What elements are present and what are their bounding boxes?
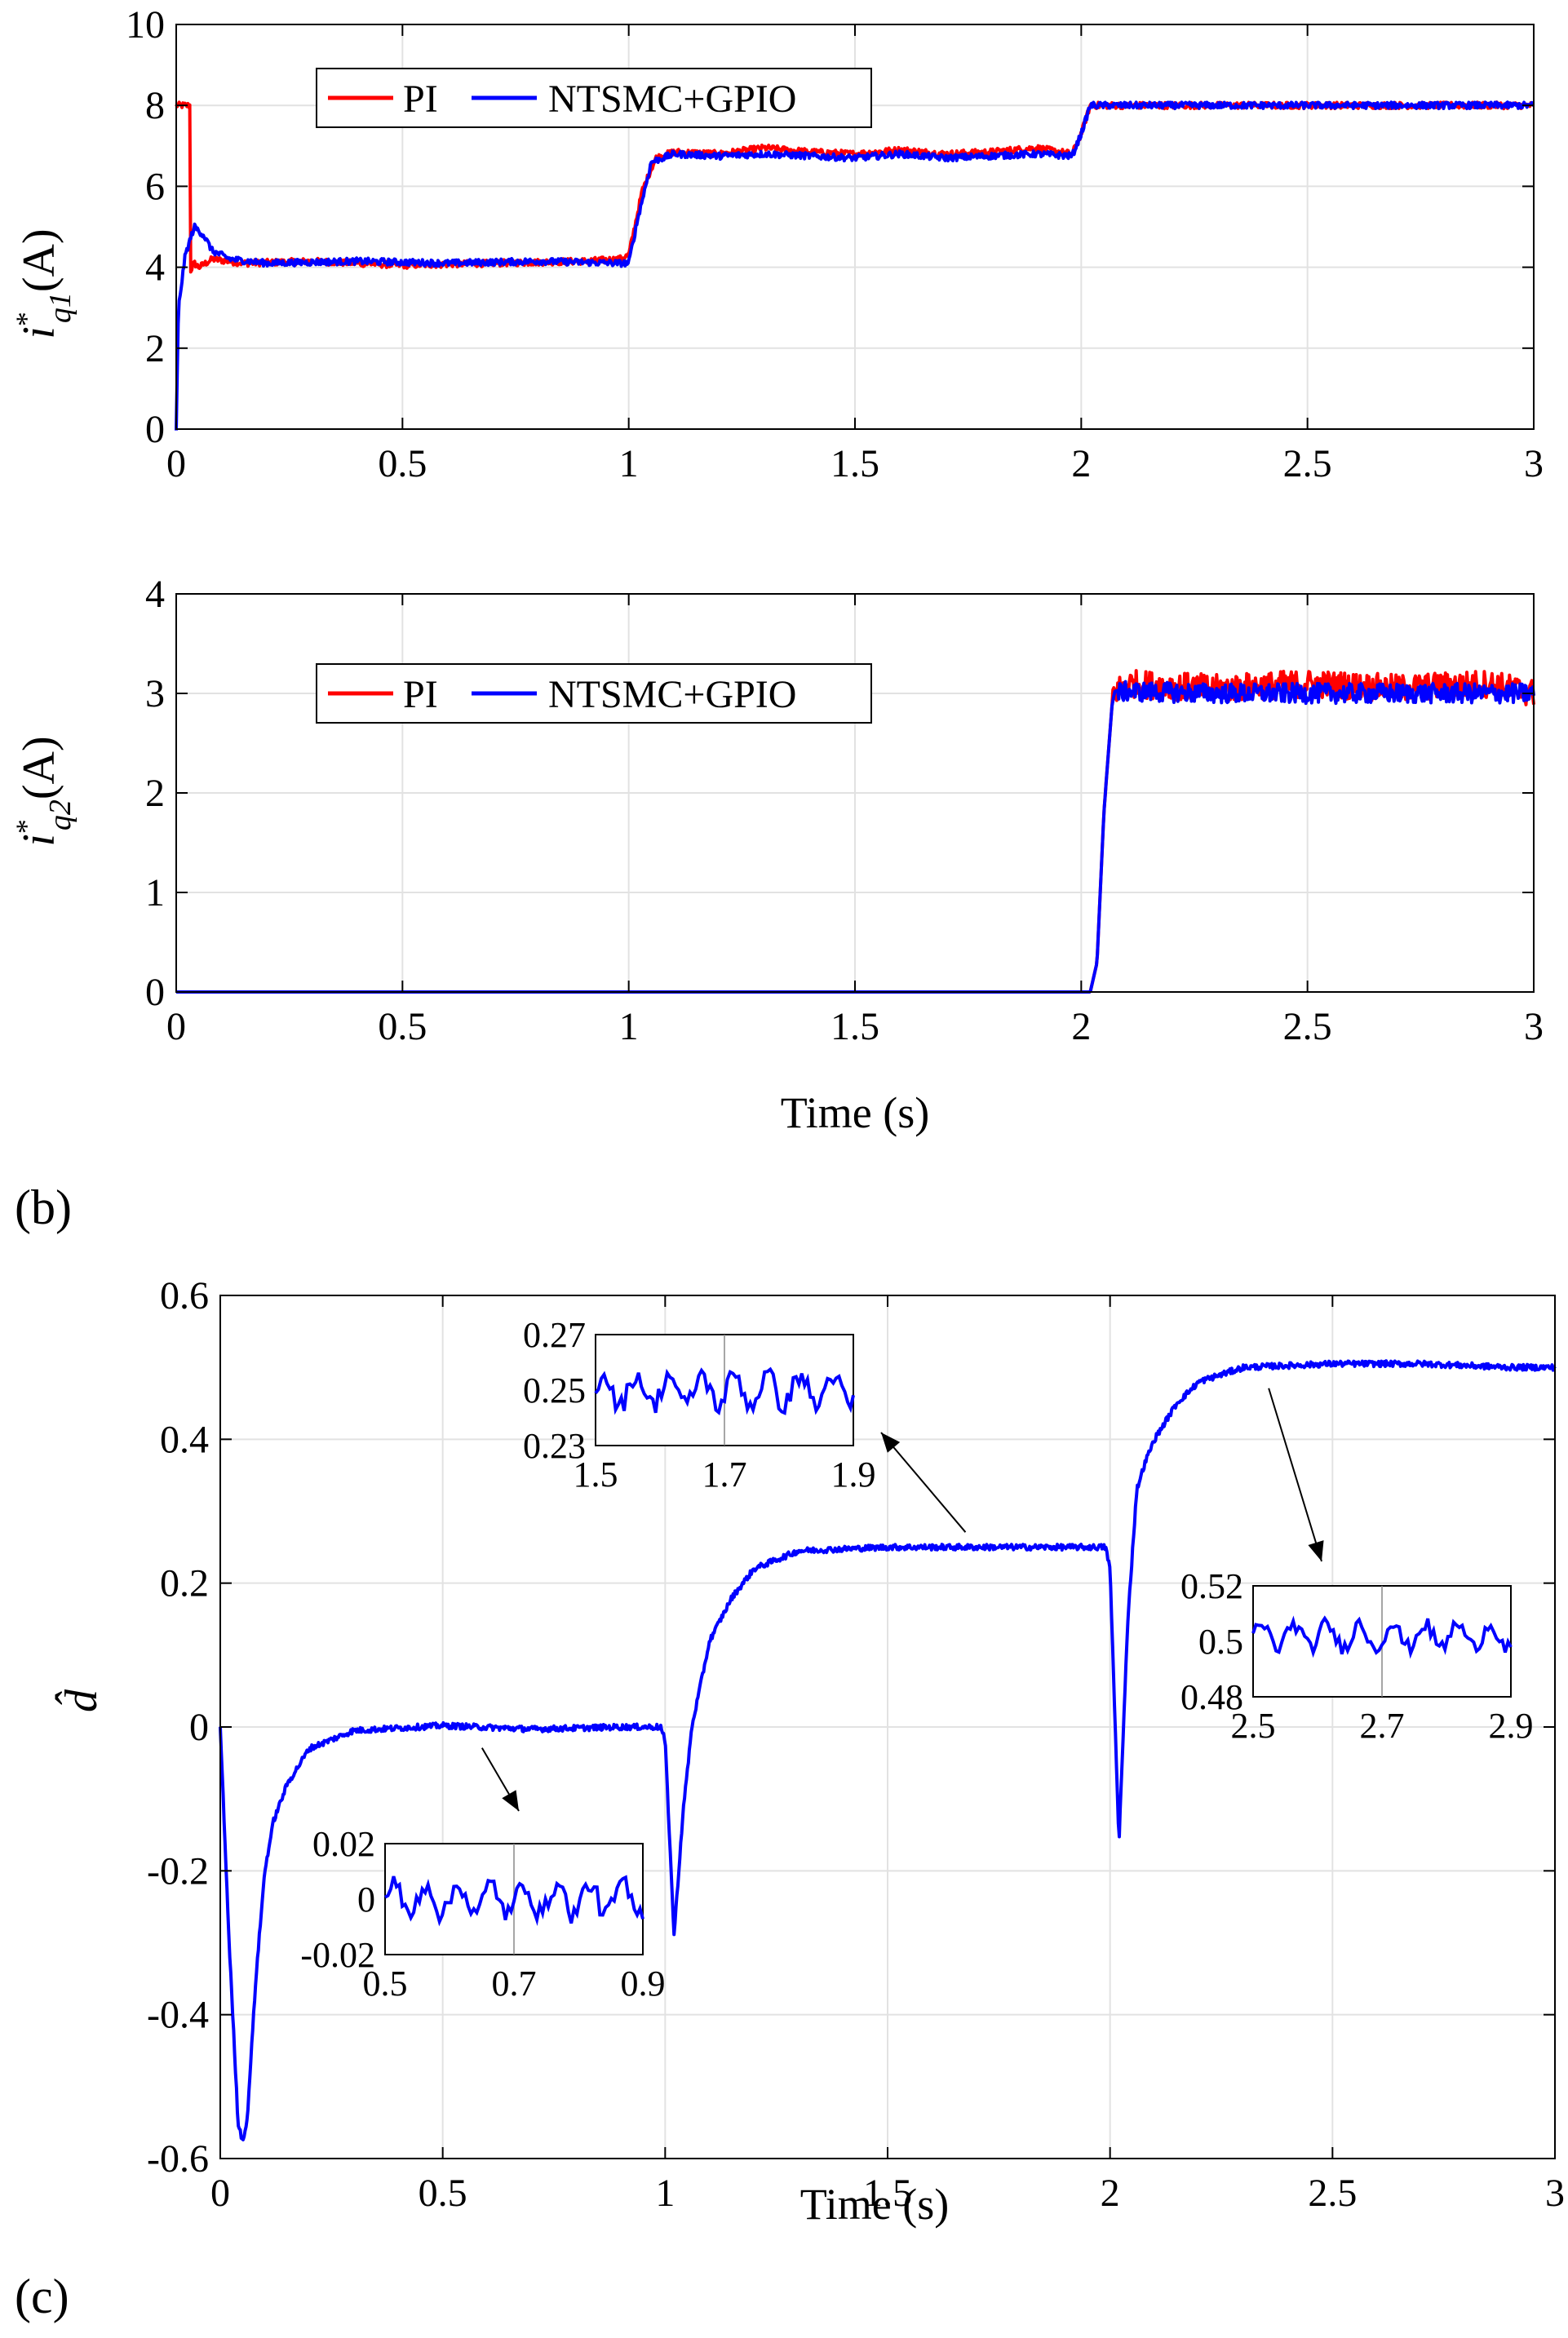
iq1-y-tick-label: 10 [126,3,165,46]
inset-y-tick-label: 0 [357,1880,375,1920]
iq1-x-tick-label: 1 [619,442,639,485]
iq1-x-tick-label: 1.5 [831,442,879,485]
inset-y-tick-label: 0.27 [523,1315,586,1355]
iq2-legend-box [316,663,872,724]
iq1-x-tick-label: 2 [1071,442,1091,485]
inset-arrow-line [1268,1388,1322,1562]
inset-y-tick-label: 0.25 [523,1370,586,1410]
iq2-legend: PI NTSMC+GPIO [316,663,872,724]
inset-x-tick-label: 0.9 [621,1964,666,2004]
inset-arrow-head [1308,1540,1324,1561]
chart-iq2: 0 0.5 1 1.5 2 2.5 3 0 1 2 3 4 i*q2(A) Time (s) PI N… [10,573,1544,1137]
panel-label-c: (c) [15,2269,69,2323]
iq1-x-tick-label: 2.5 [1283,442,1332,485]
dhat-y-tick-label: -0.6 [147,2137,209,2181]
iq2-y-axis-label: i*q2(A) [10,736,78,846]
iq1-x-tick-label: 0.5 [378,442,427,485]
dhat-y-tick-label: 0.2 [160,1562,209,1605]
iq1-series-ntsmc-gpio [175,100,1535,431]
iq1-y-tick-label: 4 [145,246,165,290]
inset-arrow-head [881,1432,901,1453]
inset-x-tick-label: 2.9 [1489,1706,1534,1746]
iq2-x-axis-label: Time (s) [781,1088,930,1137]
dhat-x-axis-label: Time (s) [800,2180,950,2229]
dhat-y-tick-label: 0.4 [160,1418,209,1461]
inset-x-tick-label: 0.5 [363,1964,408,2004]
dhat-x-tick-label: 0 [210,2172,230,2215]
inset-series [594,1366,855,1415]
dhat-series [219,1359,1557,2141]
inset-arrow-head [502,1790,519,1811]
iq2-y-tick-label: 4 [145,573,165,616]
inset-arrow-line [880,1432,967,1533]
dhat-y-tick-label: -0.2 [147,1849,209,1893]
dhat-x-tick-label: 0.5 [419,2172,467,2215]
iq1-y-tick-label: 2 [145,327,165,370]
dhat-inset-1: 0.5 0.7 0.9 0.02 0 -0.02 [300,1747,666,2004]
iq2-legend-label-ntsmc: NTSMC+GPIO [548,673,796,716]
dhat-x-tick-label: 1 [655,2172,675,2215]
chart-dhat: 0 0.5 1 1.5 2 2.5 3 -0.6 -0.4 -0.2 0 0.2 0.4 0.6 d̂ T… [55,1274,1565,2229]
dhat-y-tick-label: 0 [189,1706,209,1749]
dhat-insets: 0.5 0.7 0.9 0.02 0 -0.02 1.5 1.7 1.9 0.27 0.25 0.23… [300,1315,1533,2004]
iq1-ticks: 0 0.5 1 1.5 2 2.5 3 0 2 4 6 8 10 [126,3,1544,485]
dhat-x-tick-label: 2.5 [1308,2172,1357,2215]
iq2-y-tick-label: 1 [145,871,165,914]
chart-iq1: 0 0.5 1 1.5 2 2.5 3 0 2 4 6 8 10 i*q1(A) PI NTSMC+GP… [10,3,1544,485]
inset-y-tick-label: -0.02 [300,1935,375,1975]
iq1-series [175,100,1535,431]
dhat-inset-3: 2.5 2.7 2.9 0.52 0.5 0.48 [1180,1388,1534,1746]
dhat-ticks: 0 0.5 1 1.5 2 2.5 3 -0.6 -0.4 -0.2 0 0.2 0.4 0.6 [147,1274,1565,2215]
iq2-y-tick-label: 2 [145,772,165,815]
inset-x-tick-label: 1.7 [702,1455,747,1494]
inset-y-tick-label: 0.48 [1180,1677,1243,1717]
iq1-legend-label-ntsmc: NTSMC+GPIO [548,77,796,121]
inset-series [384,1875,644,1927]
iq2-y-tick-label: 3 [145,672,165,715]
dhat-x-tick-label: 3 [1545,2172,1565,2215]
inset-y-tick-label: 0.52 [1180,1566,1243,1606]
iq2-x-tick-label: 1 [619,1005,639,1048]
iq2-y-tick-label: 0 [145,971,165,1014]
iq2-legend-label-pi: PI [403,673,438,716]
inset-x-tick-label: 1.5 [574,1455,618,1494]
iq2-ticks: 0 0.5 1 1.5 2 2.5 3 0 1 2 3 4 [145,573,1544,1048]
iq2-x-tick-label: 2.5 [1283,1005,1332,1048]
iq2-x-tick-label: 3 [1524,1005,1544,1048]
iq2-x-tick-label: 1.5 [831,1005,879,1048]
dhat-inset-2: 1.5 1.7 1.9 0.27 0.25 0.23 [523,1315,967,1533]
inset-series [1251,1615,1513,1659]
svg-text:i*q2(A): i*q2(A) [10,736,78,846]
iq2-x-tick-label: 0 [166,1005,186,1048]
dhat-series-ntsmc-gpio [219,1359,1557,2141]
iq2-x-tick-label: 0.5 [378,1005,427,1048]
dhat-y-tick-label: 0.6 [160,1274,209,1317]
inset-y-tick-label: 0.02 [312,1824,375,1864]
inset-x-tick-label: 2.7 [1360,1706,1405,1746]
iq1-x-tick-label: 3 [1524,442,1544,485]
inset-x-tick-label: 2.5 [1231,1706,1276,1746]
iq1-y-axis-label: i*q1(A) [10,228,78,339]
iq1-legend: PI NTSMC+GPIO [316,68,872,128]
dhat-y-axis-label: d̂ [55,1689,107,1712]
iq1-y-tick-label: 0 [145,408,165,451]
iq2-x-tick-label: 2 [1071,1005,1091,1048]
iq2-grid [175,593,1535,993]
iq1-x-tick-label: 0 [166,442,186,485]
dhat-x-tick-label: 2 [1101,2172,1120,2215]
inset-y-tick-label: 0.23 [523,1426,586,1466]
iq1-legend-box [316,68,872,128]
inset-y-tick-label: 0.5 [1198,1622,1243,1662]
dhat-y-tick-label: -0.4 [147,1994,209,2037]
svg-text:i*q1(A): i*q1(A) [10,228,78,339]
dhat-x-tick-label: 1.5 [863,2172,912,2215]
iq1-legend-label-pi: PI [403,77,438,121]
iq1-y-tick-label: 6 [145,165,165,208]
iq1-y-tick-label: 8 [145,84,165,127]
inset-x-tick-label: 1.9 [831,1455,876,1494]
inset-x-tick-label: 0.7 [492,1964,537,2004]
panel-label-b: (b) [15,1180,72,1234]
